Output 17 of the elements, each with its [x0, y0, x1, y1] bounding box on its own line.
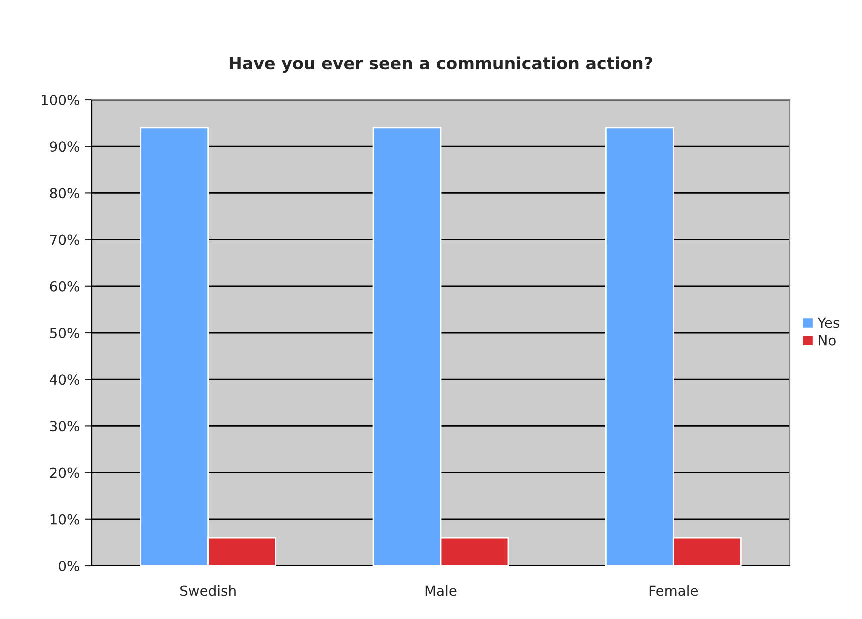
y-tick-label: 20% [50, 468, 80, 478]
x-tick-label: Female [650, 585, 698, 596]
x-tick-label: Male [426, 585, 457, 596]
legend-label: Yes [818, 318, 840, 328]
y-tick-label: 0% [59, 560, 80, 572]
y-tick-label: 40% [50, 374, 80, 386]
y-tick-label: 50% [50, 328, 80, 338]
y-tick-label: 70% [50, 234, 80, 246]
x-tick-label: Swedish [180, 585, 236, 596]
chart-title: Have you ever seen a communication action? [230, 56, 652, 74]
y-tick-label: 80% [50, 188, 80, 199]
y-tick-label: 100% [42, 94, 80, 106]
y-tick-label: 90% [50, 142, 80, 152]
y-tick-label: 60% [50, 281, 80, 292]
y-tick-label: 30% [50, 421, 80, 432]
legend-label: No [819, 336, 836, 346]
y-tick-label: 10% [50, 514, 80, 525]
